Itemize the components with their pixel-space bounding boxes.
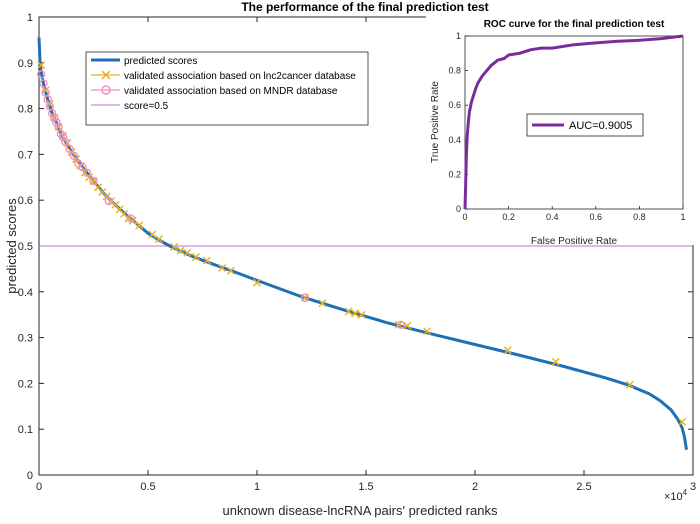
roc-y-tick-label: 0.2 [448, 169, 461, 179]
lnc2cancer-point [357, 310, 366, 319]
roc-axis-ticks: 0 0.2 0.4 0.6 0.8 1 0 0.2 0.4 0.6 0.8 1 [448, 31, 685, 222]
roc-y-tick-label: 0.6 [448, 100, 461, 110]
mndr-point [58, 132, 68, 142]
mndr-point [52, 118, 61, 127]
lnc2cancer-point [551, 357, 560, 366]
lnc2cancer-point [403, 321, 412, 330]
lnc2cancer-point [170, 242, 179, 251]
main-x-tick-label: 2.5 [576, 481, 591, 493]
lnc2cancer-point [176, 246, 185, 255]
lnc2cancer-point [344, 307, 353, 316]
lnc2cancer-point [135, 221, 144, 230]
roc-x-tick-label: 0.8 [633, 212, 646, 222]
main-y-tick-label: 0.5 [18, 241, 33, 253]
mndr-point [65, 144, 74, 154]
roc-x-tick-label: 0.4 [546, 212, 559, 222]
lnc2cancer-point [625, 380, 634, 389]
main-y-tick-label: 0.4 [18, 287, 33, 299]
lnc2cancer-point [148, 230, 157, 239]
mndr-point [50, 113, 59, 122]
roc-y-tick-label: 0.4 [448, 135, 461, 145]
main-x-tick-label: 1 [254, 481, 260, 493]
lnc2cancer-point [191, 252, 200, 261]
roc-inset: ROC curve for the final prediction test … [426, 15, 694, 247]
mndr-point [300, 293, 310, 302]
main-x-tick-label: 0 [36, 481, 42, 493]
main-y-tick-label: 0.9 [18, 58, 33, 70]
mndr-point [60, 137, 70, 146]
roc-legend-box [526, 113, 644, 137]
main-y-tick-label: 1 [27, 12, 33, 24]
lnc2cancer-point [423, 327, 432, 336]
mndr-point [104, 196, 113, 206]
roc-x-tick-label: 0.2 [502, 212, 515, 222]
roc-y-axis-label: True Positive Rate [430, 81, 441, 163]
main-x-tick-label: 0.5 [140, 481, 155, 493]
roc-x-tick-label: 0 [462, 212, 467, 222]
main-y-tick-label: 0.3 [18, 333, 33, 345]
lnc2cancer-point [124, 214, 133, 223]
legend-swatch-lnc2cancer-marker [101, 70, 111, 80]
mndr-point [396, 320, 406, 329]
roc-title: ROC curve for the final prediction test [484, 19, 665, 30]
main-y-tick-label: 0.8 [18, 104, 33, 116]
lnc2cancer-point [394, 320, 403, 329]
mndr-point [126, 214, 135, 223]
main-y-tick-label: 0.2 [18, 378, 33, 390]
mndr-point [36, 70, 46, 79]
legend-label-mndr: validated association based on MNDR data… [124, 86, 338, 97]
main-legend-box [85, 51, 369, 126]
roc-legend-label: AUC=0.9005 [569, 120, 632, 132]
mndr-point [47, 108, 57, 118]
roc-x-tick-label: 0.6 [590, 212, 603, 222]
mndr-point [82, 168, 92, 177]
main-x-axis-label: unknown disease-lncRNA pairs' predicted … [223, 503, 498, 518]
main-x-tick-label: 1.5 [358, 481, 373, 493]
lnc2cancer-point [226, 266, 235, 275]
main-legend: predicted scores validated association b… [85, 51, 369, 126]
legend-swatch-mndr-marker [101, 85, 111, 95]
lnc2cancer-point [351, 309, 360, 318]
lnc2cancer-point [154, 235, 163, 244]
main-y-tick-label: 0.6 [18, 195, 33, 207]
lnc2cancer-point [45, 100, 54, 109]
roc-y-tick-label: 0.8 [448, 66, 461, 76]
legend-label-threshold: score=0.5 [124, 101, 169, 112]
lnc2cancer-point [503, 346, 512, 355]
x-multiplier-label: ×104 [664, 488, 688, 503]
roc-series-group [463, 34, 684, 210]
roc-y-tick-label: 1 [456, 31, 461, 41]
lnc2cancer-point [183, 248, 192, 257]
mndr-point [69, 151, 79, 160]
mndr-point [89, 176, 98, 186]
main-chart-title: The performance of the final prediction … [241, 0, 488, 14]
lnc2cancer-point [37, 61, 46, 70]
lnc2cancer-point [253, 278, 261, 287]
main-x-tick-label: 2 [472, 481, 478, 493]
main-series-group [36, 37, 693, 451]
main-x-tick-label: 3 [690, 481, 696, 493]
roc-x-tick-label: 1 [680, 212, 685, 222]
roc-y-tick-label: 0 [456, 204, 461, 214]
roc-x-axis-label: False Positive Rate [531, 236, 618, 247]
mndr-point [39, 79, 48, 88]
main-y-tick-label: 0.1 [18, 424, 33, 436]
legend-label-predicted-scores: predicted scores [124, 56, 197, 67]
lnc2cancer-point [202, 256, 211, 265]
mndr-point [78, 163, 87, 172]
lnc2cancer-point [41, 86, 50, 95]
main-y-tick-label: 0.7 [18, 149, 33, 161]
main-y-tick-label: 0 [27, 470, 33, 482]
legend-label-lnc2cancer: validated association based on lnc2cance… [124, 71, 356, 82]
roc-curve [463, 34, 684, 210]
roc-legend: AUC=0.9005 [526, 113, 644, 137]
lnc2cancer-point [678, 417, 687, 426]
lnc2cancer-point [318, 299, 327, 308]
lnc2cancer-point [218, 263, 227, 272]
main-y-axis-label: predicted scores [4, 198, 19, 294]
